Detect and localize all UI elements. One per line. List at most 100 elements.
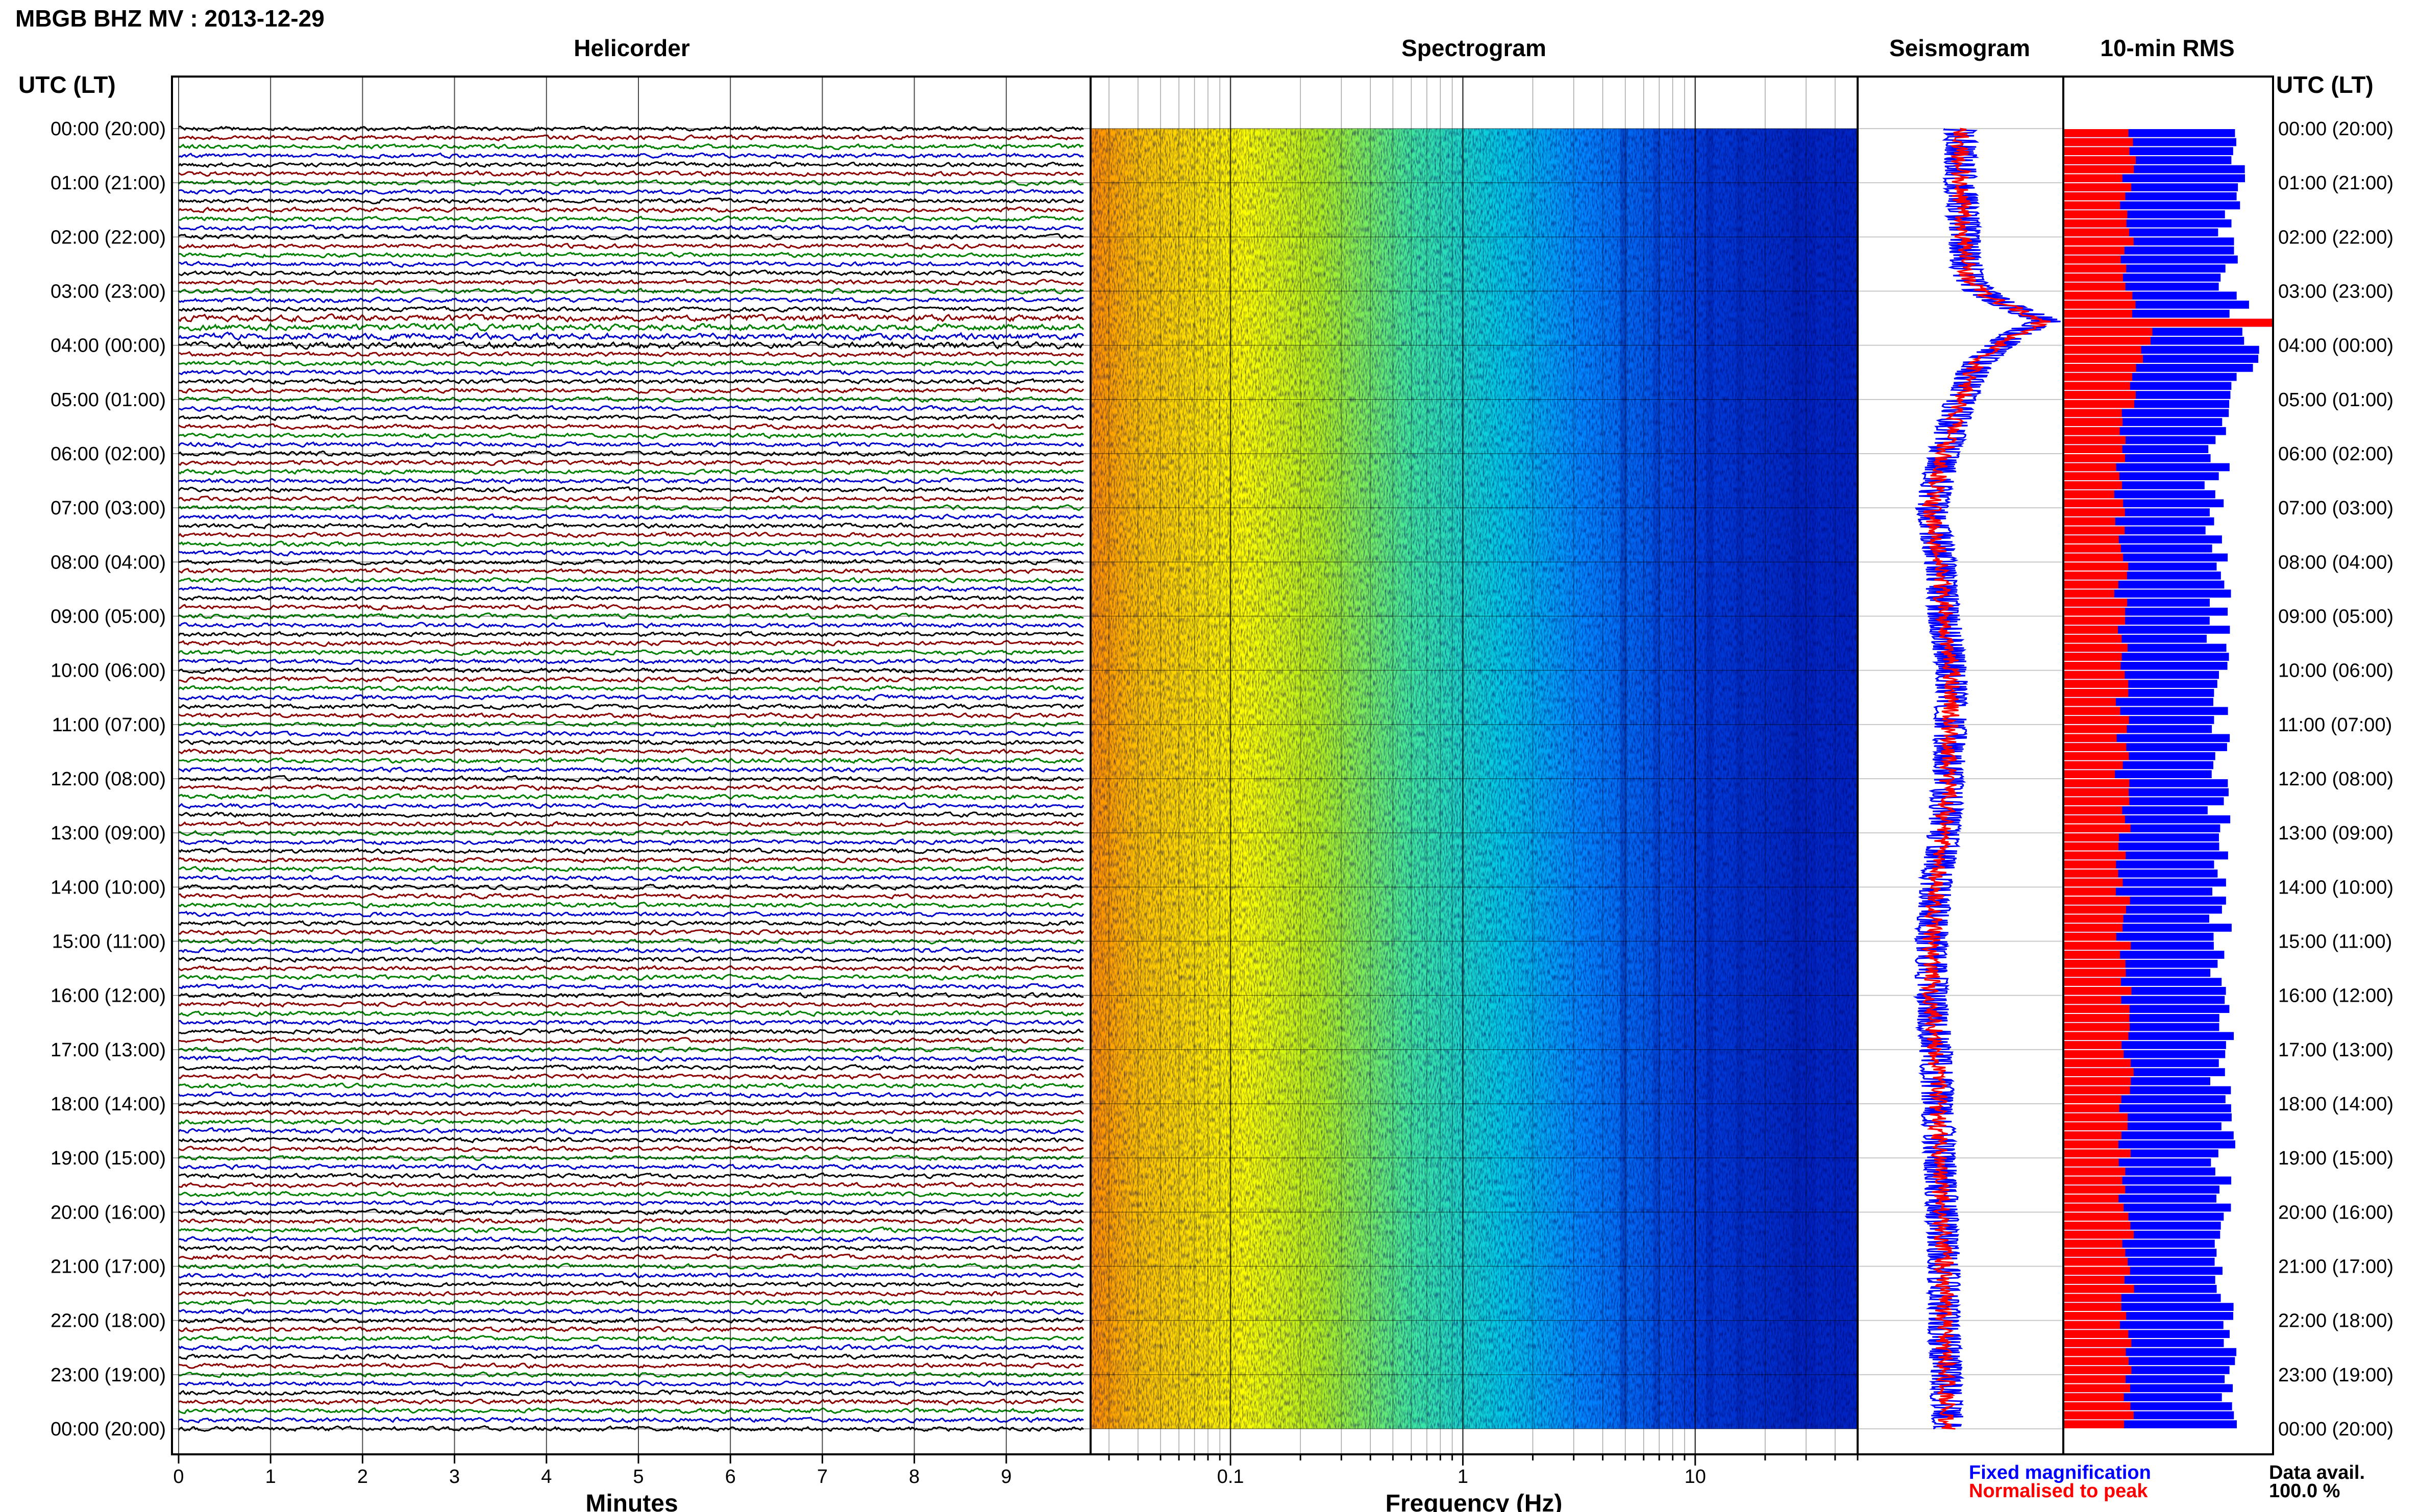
rms-normalised-bar [2063,481,2122,489]
rms-normalised-bar [2063,1005,2130,1013]
helicorder-trace [178,279,1084,286]
rms-normalised-bar [2063,1330,2129,1339]
helicorder-trace [178,784,1084,791]
helicorder-x-axis-label: Minutes [585,1490,678,1512]
rms-normalised-bar [2063,183,2132,191]
helicorder-trace [178,1073,1084,1080]
helicorder-trace [178,1055,1084,1062]
helicorder-trace [178,287,1084,295]
helicorder-trace [178,522,1084,530]
helicorder-trace [178,197,1084,205]
helicorder-trace [178,974,1084,981]
helicorder-trace [178,1253,1084,1261]
rms-normalised-bar [2063,815,2125,824]
time-tick-label-right: 10:00 (06:00) [2278,660,2393,682]
helicorder-grid [172,77,1091,1454]
time-tick-label-left: 00:00 (20:00) [51,1419,166,1440]
helicorder-trace [178,242,1084,250]
rms-normalised-bar [2063,743,2127,751]
helicorder-trace [178,1335,1084,1343]
spectrogram-x-tick-label: 0.1 [1217,1466,1244,1488]
helicorder-trace [178,1010,1084,1018]
helicorder-trace [178,459,1084,466]
seismogram-normalised-series [1920,128,2051,1430]
time-tick-label-left: 12:00 (08:00) [51,769,166,790]
time-tick-label-left: 17:00 (13:00) [51,1039,166,1061]
rms-normalised-bar [2063,580,2118,589]
time-tick-label-left: 23:00 (19:00) [51,1365,166,1386]
helicorder-trace [178,188,1084,195]
helicorder-trace [178,730,1084,737]
helicorder-trace [178,685,1084,692]
helicorder-trace [178,1172,1084,1180]
rms-normalised-bar [2063,689,2129,697]
rms-normalised-bar [2063,210,2128,218]
helicorder-trace [178,757,1084,764]
helicorder-trace [178,432,1084,439]
rms-normalised-bar [2063,382,2130,390]
rms-frame [2062,76,2274,1455]
helicorder-trace [178,495,1084,503]
time-tick-label-right: 01:00 (21:00) [2278,172,2393,194]
rms-normalised-bar [2063,671,2125,679]
rms-normalised-bar [2063,544,2121,553]
spectrogram-x-tick-label: 10 [1685,1466,1706,1488]
rms-normalised-bar [2063,1077,2131,1085]
helicorder-trace [178,893,1084,900]
rms-grid [2063,128,2273,1429]
rms-normalised-bar [2063,201,2120,210]
rms-normalised-bar [2063,1311,2127,1320]
rms-normalised-bar [2063,427,2120,435]
rms-normalised-bar [2063,1185,2126,1194]
rms-normalised-bar [2063,905,2126,914]
time-tick-label-right: 20:00 (16:00) [2278,1202,2393,1223]
helicorder-trace [178,929,1084,936]
helicorder-trace [178,513,1084,520]
helicorder-trace [178,1019,1084,1026]
helicorder-trace [178,1235,1084,1243]
helicorder-trace [178,1389,1084,1397]
helicorder-trace [178,1218,1084,1225]
helicorder-trace [178,622,1084,629]
rms-normalised-bar [2063,1032,2129,1040]
helicorder-trace [178,540,1084,548]
rms-normalised-bar [2063,156,2136,164]
helicorder-trace [178,378,1084,385]
helicorder-trace [178,847,1084,855]
helicorder-trace [178,1353,1084,1360]
helicorder-trace [178,414,1084,422]
helicorder-trace [178,323,1084,332]
helicorder-trace [178,875,1084,882]
rms-normalised-bar [2063,779,2130,787]
rms-normalised-bar [2063,1014,2130,1022]
rms-normalised-bar [2063,508,2125,516]
helicorder-trace [178,585,1084,592]
helicorder-trace [178,721,1084,728]
rms-normalised-bar [2063,716,2129,724]
time-tick-label-left: 09:00 (05:00) [51,606,166,628]
spectrogram-x-tick-label: 1 [1458,1466,1468,1488]
helicorder-trace [178,405,1084,412]
rms-normalised-bar [2063,986,2132,995]
rms-normalised-bar [2063,463,2116,472]
rms-normalised-bar [2063,274,2124,282]
rms-normalised-bar [2063,237,2134,246]
rms-normalised-bar [2063,869,2118,878]
rms-panel [2062,76,2274,1455]
helicorder-trace [178,504,1084,511]
rms-normalised-bar [2063,725,2127,733]
helicorder-trace [178,468,1084,476]
time-tick-label-right: 22:00 (18:00) [2278,1310,2393,1332]
time-tick-label-left: 10:00 (06:00) [51,660,166,682]
spectrogram-x-ticks: 0.1 1 10 [1108,1454,1859,1488]
rms-normalised-bar [2063,255,2121,264]
helicorder-trace [178,1280,1084,1288]
rms-normalised-bars [2063,129,2273,1428]
helicorder-trace [178,712,1084,720]
rms-normalised-bar [2063,1041,2122,1049]
rms-normalised-bar [2063,978,2121,986]
helicorder-trace [178,802,1084,810]
helicorder-trace [178,1299,1084,1306]
legend-normalised-to-peak: Normalised to peak [1969,1480,2148,1502]
time-tick-label-right: 00:00 (20:00) [2278,118,2393,140]
